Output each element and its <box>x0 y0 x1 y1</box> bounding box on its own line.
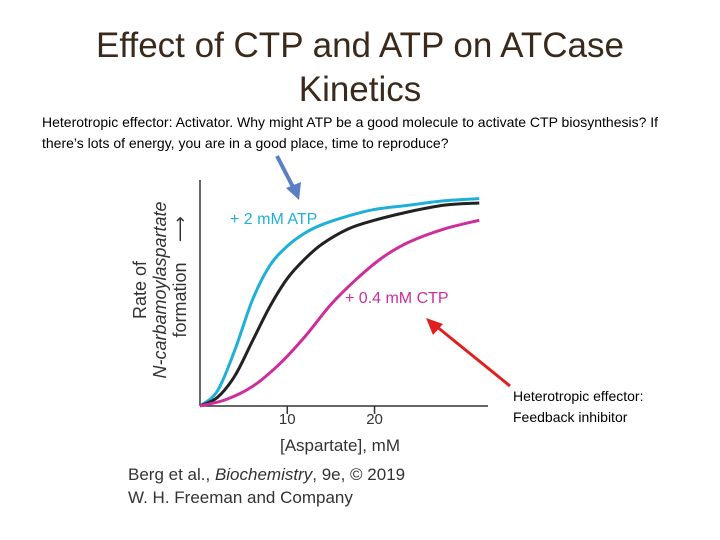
y-axis-label-arrow: ⟶ <box>170 216 190 242</box>
credit-authors: Berg et al., <box>128 465 215 484</box>
atp-curve <box>199 197 480 408</box>
credit-edition: , 9e, © 2019 <box>312 465 406 484</box>
x-tick-label: 10 <box>279 411 296 428</box>
y-axis-label-line2: N-carbamoylaspartate <box>150 201 170 378</box>
credit-line-2: W. H. Freeman and Company <box>128 488 353 507</box>
control-curve <box>199 201 480 408</box>
inhibitor-annotation: Heterotropic effector: Feedback inhibito… <box>513 388 644 425</box>
y-axis-label: Rate of N-carbamoylaspartate formation ⟶ <box>130 201 190 378</box>
blue-arrow <box>275 155 301 200</box>
x-tick-label: 20 <box>366 411 383 428</box>
blue-arrow-head <box>286 182 301 200</box>
red-arrow <box>426 318 511 388</box>
x-ticks: 10 20 <box>279 406 383 428</box>
slide-title: Effect of CTP and ATP on ATCase Kinetics <box>96 26 624 109</box>
chart-axes <box>199 180 488 407</box>
legend-ctp: + 0.4 mM CTP <box>345 290 449 307</box>
x-axis-label: [Aspartate], mM <box>280 436 400 455</box>
ctp-curve <box>199 218 480 408</box>
chart-curves <box>199 197 480 408</box>
credit-line-1: Berg et al., Biochemistry, 9e, © 2019 <box>128 463 405 486</box>
figure-credit: Berg et al., Biochemistry, 9e, © 2019 W.… <box>128 463 405 509</box>
red-arrow-head <box>426 318 443 335</box>
credit-book-title: Biochemistry <box>214 465 313 484</box>
y-axis-label-line3: formation <box>170 262 190 337</box>
red-arrow-shaft <box>435 324 511 388</box>
subtitle-text: Heterotropic effector: Activator. Why mi… <box>42 114 659 151</box>
legend-atp: + 2 mM ATP <box>230 211 317 228</box>
blue-arrow-shaft <box>275 155 296 190</box>
y-axis-label-line1: Rate of <box>130 260 150 319</box>
